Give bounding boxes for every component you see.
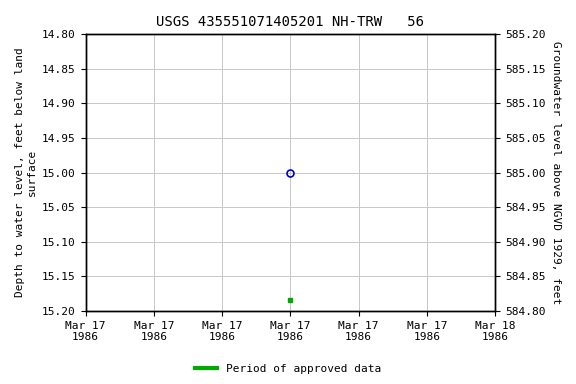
Title: USGS 435551071405201 NH-TRW   56: USGS 435551071405201 NH-TRW 56 xyxy=(157,15,425,29)
Y-axis label: Depth to water level, feet below land
surface: Depth to water level, feet below land su… xyxy=(15,48,37,298)
Legend: Period of approved data: Period of approved data xyxy=(191,359,385,379)
Y-axis label: Groundwater level above NGVD 1929, feet: Groundwater level above NGVD 1929, feet xyxy=(551,41,561,304)
